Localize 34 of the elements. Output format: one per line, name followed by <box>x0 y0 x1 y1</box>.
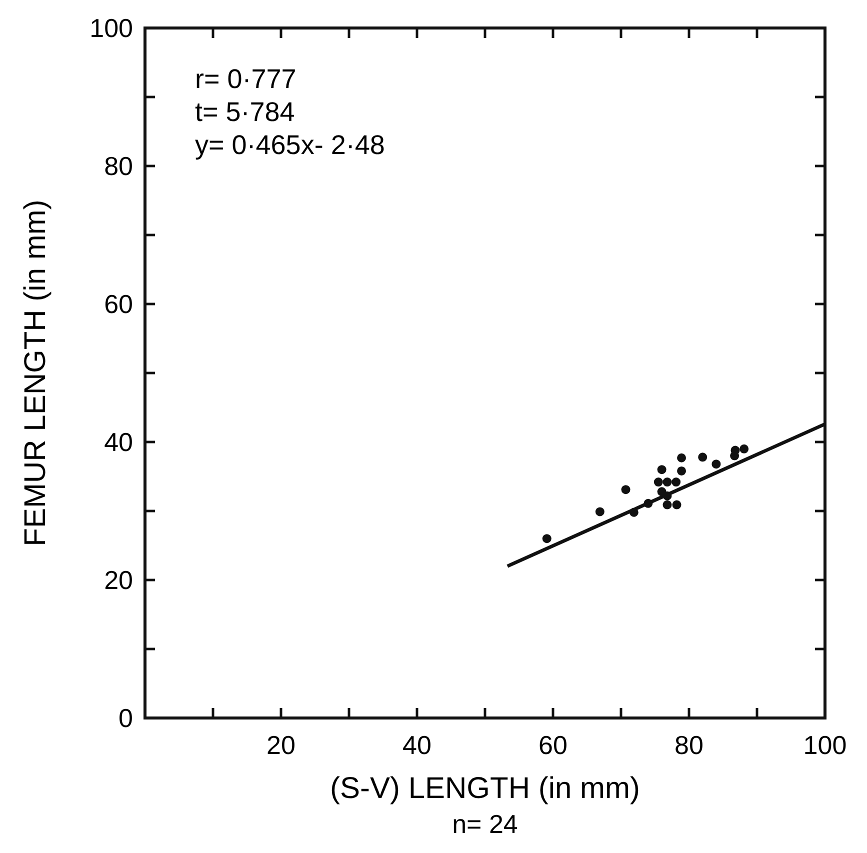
point <box>629 508 638 517</box>
point <box>542 534 552 544</box>
x-tick-label: 80 <box>674 730 704 760</box>
y-tick-label: 40 <box>104 427 133 457</box>
y-tick-label: 100 <box>90 13 133 43</box>
x-axis-title: (S-V) LENGTH (in mm) <box>330 772 640 805</box>
point <box>698 452 708 462</box>
x-tick-label: 20 <box>266 730 296 760</box>
point <box>657 465 666 474</box>
y-tick-label: 0 <box>118 703 133 733</box>
point <box>662 491 672 500</box>
point <box>740 444 749 454</box>
point <box>654 478 663 487</box>
annotation: t= 5·784 <box>195 97 295 127</box>
y-axis-title: FEMUR LENGTH (in mm) <box>19 200 52 546</box>
y-tick-label: 60 <box>104 289 133 319</box>
y-tick-label: 20 <box>104 565 133 595</box>
x-tick-label: 100 <box>803 730 847 760</box>
point <box>621 485 630 494</box>
point <box>662 500 672 510</box>
point <box>677 453 686 462</box>
annotation: r= 0·777 <box>195 64 296 94</box>
point <box>644 498 653 508</box>
annotation: y= 0·465x- 2·48 <box>195 130 385 160</box>
point <box>677 466 686 476</box>
point <box>662 478 672 487</box>
point <box>595 507 604 516</box>
point <box>672 478 681 487</box>
point <box>712 460 721 469</box>
point <box>672 500 682 510</box>
text: n= 24 <box>452 809 518 839</box>
x-tick-label: 60 <box>538 730 568 760</box>
y-tick-label: 80 <box>104 151 133 181</box>
x-tick-label: 40 <box>402 730 432 760</box>
